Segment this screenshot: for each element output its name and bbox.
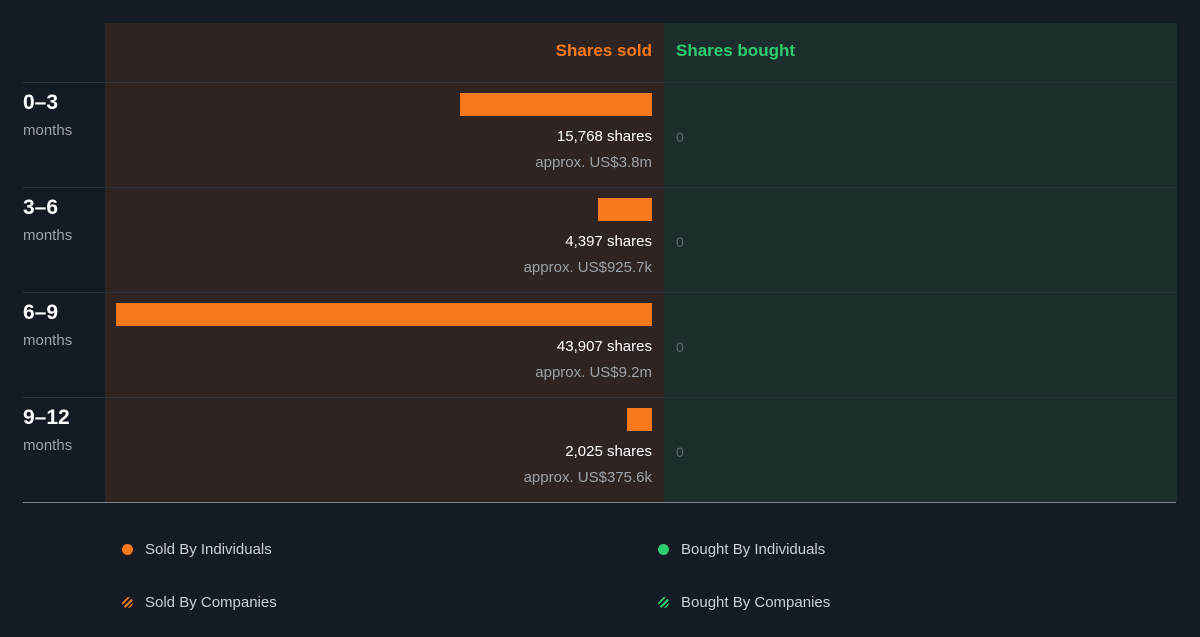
period-unit: months <box>23 122 73 139</box>
sold-value-label: approx. US$925.7k <box>523 259 652 276</box>
legend-label: Sold By Companies <box>145 594 277 611</box>
legend-label: Sold By Individuals <box>145 541 272 558</box>
sold-bar <box>598 198 652 221</box>
row-divider <box>23 292 1176 293</box>
legend-item: Bought By Individuals <box>658 541 825 558</box>
sold-bar <box>116 303 652 326</box>
period-unit: months <box>23 227 73 244</box>
sold-value-label: approx. US$3.8m <box>535 154 652 171</box>
shares-sold-header: Shares sold <box>555 41 652 60</box>
row-divider <box>23 397 1176 398</box>
row-divider <box>23 502 1176 503</box>
period-label-group: 6–9 months <box>23 301 72 349</box>
period-label: 0–3 <box>23 91 59 114</box>
dot-icon <box>122 544 133 555</box>
sold-shares-label: 2,025 shares <box>565 443 652 460</box>
period-label-group: 3–6 months <box>23 196 72 244</box>
shares-bought-header: Shares bought <box>676 41 796 60</box>
sold-bar <box>627 408 652 431</box>
row-divider <box>23 82 1176 83</box>
period-label: 3–6 <box>23 196 59 219</box>
bought-shares-label: 0 <box>676 129 684 145</box>
sold-value-label: approx. US$9.2m <box>535 364 652 381</box>
bought-shares-label: 0 <box>676 444 684 460</box>
legend-label: Bought By Individuals <box>681 541 826 558</box>
legend-item: Bought By Companies <box>658 594 830 611</box>
period-unit: months <box>23 332 73 349</box>
dot-icon <box>658 544 669 555</box>
period-label: 6–9 <box>23 301 59 324</box>
legend-item: Sold By Individuals <box>122 541 272 558</box>
period-label-group: 9–12 months <box>23 406 72 454</box>
row-divider <box>23 187 1176 188</box>
sold-shares-label: 4,397 shares <box>565 233 652 250</box>
period-label-group: 0–3 months <box>23 91 72 139</box>
hatched-dot-icon <box>122 597 133 608</box>
period-unit: months <box>23 437 73 454</box>
sold-value-label: approx. US$375.6k <box>523 469 652 486</box>
hatched-dot-icon <box>658 597 669 608</box>
legend-item: Sold By Companies <box>122 594 277 611</box>
period-label: 9–12 <box>23 406 70 429</box>
bought-shares-label: 0 <box>676 234 684 250</box>
sold-shares-label: 15,768 shares <box>556 128 652 145</box>
legend-label: Bought By Companies <box>681 594 831 611</box>
sold-shares-label: 43,907 shares <box>556 338 652 355</box>
bought-shares-label: 0 <box>676 339 684 355</box>
sold-bar <box>460 93 652 116</box>
bought-panel <box>664 23 1177 502</box>
